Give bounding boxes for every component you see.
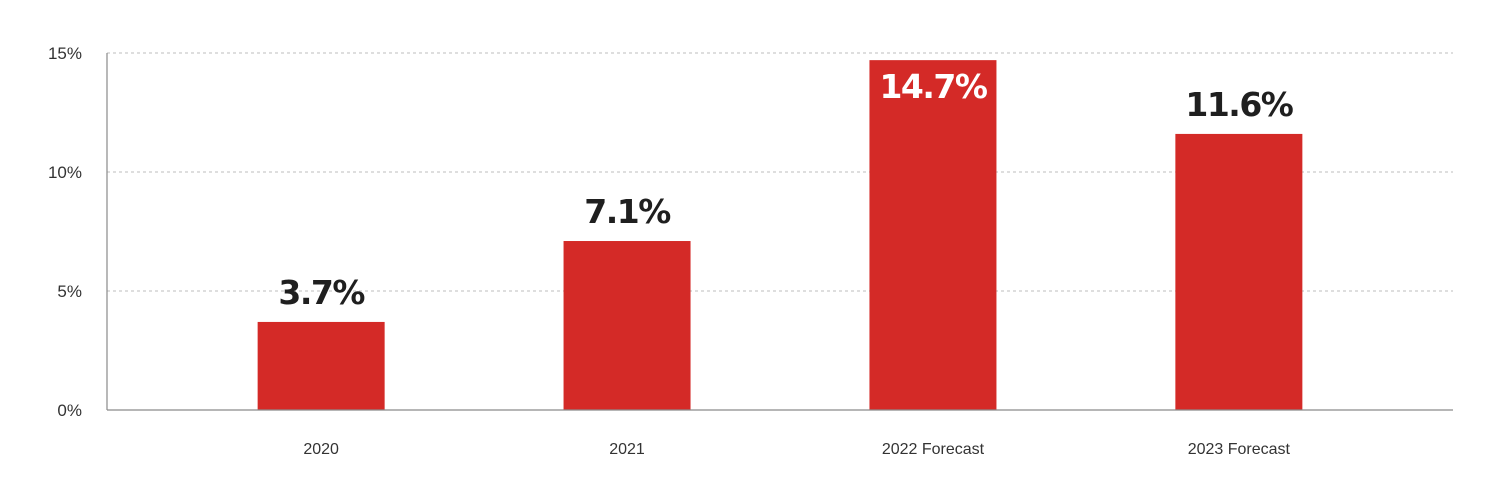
data-label: 7.1% <box>584 192 671 231</box>
gridlines <box>106 52 1453 410</box>
bar <box>257 321 385 410</box>
x-axis-categories: 2020 2021 2022 Forecast 2023 Forecast <box>303 441 1290 458</box>
bar <box>1175 133 1303 411</box>
x-category-label: 2021 <box>609 441 645 458</box>
data-label: 3.7% <box>278 273 365 312</box>
x-category-label: 2020 <box>303 441 339 458</box>
y-tick-label: 10% <box>48 163 82 182</box>
data-label: 11.6% <box>1185 85 1293 124</box>
bar <box>563 241 691 410</box>
y-tick-label: 0% <box>57 401 82 420</box>
y-axis-ticks: 0% 5% 10% 15% <box>48 44 82 420</box>
y-tick-label: 5% <box>57 282 82 301</box>
data-label: 14.7% <box>879 67 987 106</box>
bars <box>257 60 1303 411</box>
y-tick-label: 15% <box>48 44 82 63</box>
x-category-label: 2022 Forecast <box>882 441 985 458</box>
data-labels: 3.7% 7.1% 14.7% 11.6% <box>278 67 1295 312</box>
bar <box>869 60 997 410</box>
x-category-label: 2023 Forecast <box>1188 441 1291 458</box>
